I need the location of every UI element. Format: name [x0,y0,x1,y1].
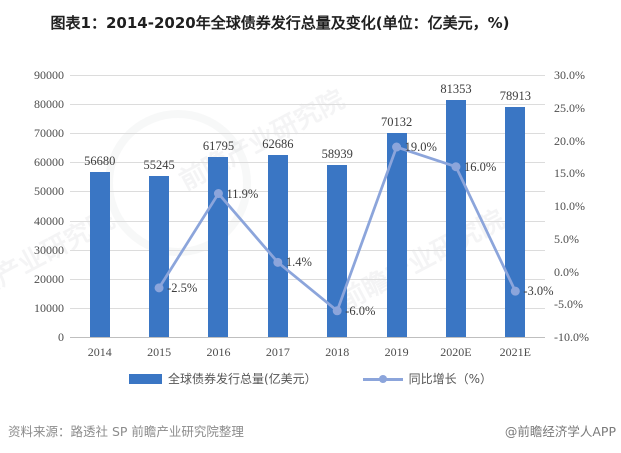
growth-value-label: -6.0% [345,303,376,318]
growth-value-label: -2.5% [167,280,198,295]
x-axis-tick-2020E: 2020E [440,345,472,359]
bar-value-label: 70132 [380,114,413,129]
bar-2020E[interactable] [445,100,466,337]
x-axis-tick-2019: 2019 [384,345,409,359]
y-axis-left-tick: 0 [58,330,64,344]
x-axis-tick-2016: 2016 [206,345,231,359]
growth-point-2021E[interactable] [510,286,520,296]
y-axis-left-tick: 80000 [34,97,64,112]
growth-point-2016[interactable] [213,189,223,199]
y-axis-left-tick: 70000 [34,126,64,141]
x-axis-tick-2018: 2018 [325,345,350,359]
gridline [70,104,545,106]
growth-point-2015[interactable] [154,283,164,293]
gridline [70,307,545,309]
growth-line [157,145,517,313]
bar-2019[interactable] [386,132,407,337]
bar-2017[interactable] [267,154,288,337]
bar-value-label: 78913 [499,89,531,104]
legend-label-bars: 全球债券发行总量(亿美元） [167,372,317,386]
growth-point-2017[interactable] [273,257,283,267]
y-axis-left-tick: 60000 [34,155,64,170]
growth-value-label: 1.4% [285,255,312,270]
y-axis-left-tick: 50000 [34,184,64,199]
y-axis-left-tick: 20000 [34,271,64,286]
bar-series-swatch [128,373,162,384]
y-axis-right-tick: 25.0% [554,100,585,115]
y-axis-right-tick: -5.0% [554,297,583,312]
bar-value-label: 58939 [321,147,353,162]
gridline [70,249,545,251]
y-axis-right-tick: 10.0% [554,199,585,213]
y-axis-left-tick: 90000 [34,68,64,82]
growth-point-2020E[interactable] [451,162,461,172]
gridline [70,220,545,222]
legend: 全球债券发行总量(亿美元） 同比增长（%） [0,370,621,387]
y-axis-right-tick: 0.0% [554,264,579,279]
growth-value-label: 19.0% [404,140,437,155]
x-axis-tick-2017: 2017 [265,345,290,359]
growth-value-label: 16.0% [463,159,497,174]
growth-point-2018[interactable] [332,306,342,316]
legend-item-line[interactable]: 同比增长（%） [362,370,493,387]
legend-label-line: 同比增长（%） [408,372,493,386]
bar-2014[interactable] [89,171,110,337]
y-axis-left-tick: 10000 [34,300,64,315]
legend-item-bars[interactable]: 全球债券发行总量(亿美元） [128,370,317,387]
growth-value-label: -3.0% [523,284,554,299]
bar-value-label: 61795 [202,139,235,154]
growth-value-label: 11.9% [226,186,259,201]
y-axis-right-tick: 20.0% [554,133,585,148]
x-axis-line [70,337,545,338]
gridline [70,191,545,193]
source-row: 资料来源：路透社 SP 前瞻产业研究院整理 @前瞻经济学人APP [0,421,621,441]
y-axis-right-tick: 5.0% [554,231,579,246]
publisher-watermark: @前瞻经济学人APP [504,424,616,439]
gridline [70,133,545,135]
gridline [70,75,545,76]
x-axis-tick-2021E: 2021E [499,345,531,359]
bar-value-label: 55245 [143,158,175,173]
bar-value-label: 81353 [440,82,472,97]
x-axis-tick-2014: 2014 [87,345,112,359]
bar-value-label: 62686 [262,136,294,151]
y-axis-right-tick: -10.0% [554,330,589,344]
y-axis-right-tick: 30.0% [554,68,585,82]
bar-2015[interactable] [149,176,170,337]
chart-title: 图表1：2014-2020年全球债券发行总量及变化(单位：亿美元，%) [50,14,510,32]
growth-point-2019[interactable] [392,142,402,152]
gridline [70,162,545,164]
x-axis-tick-2015: 2015 [147,345,172,359]
line-series-swatch [362,374,403,384]
y-axis-right-tick: 15.0% [554,166,585,181]
bar-value-label: 56680 [84,153,116,168]
y-axis-left-tick: 30000 [34,242,64,257]
y-axis-left-tick: 40000 [34,213,64,228]
gridline [70,278,545,280]
source-attribution: 资料来源：路透社 SP 前瞻产业研究院整理 [8,424,244,439]
